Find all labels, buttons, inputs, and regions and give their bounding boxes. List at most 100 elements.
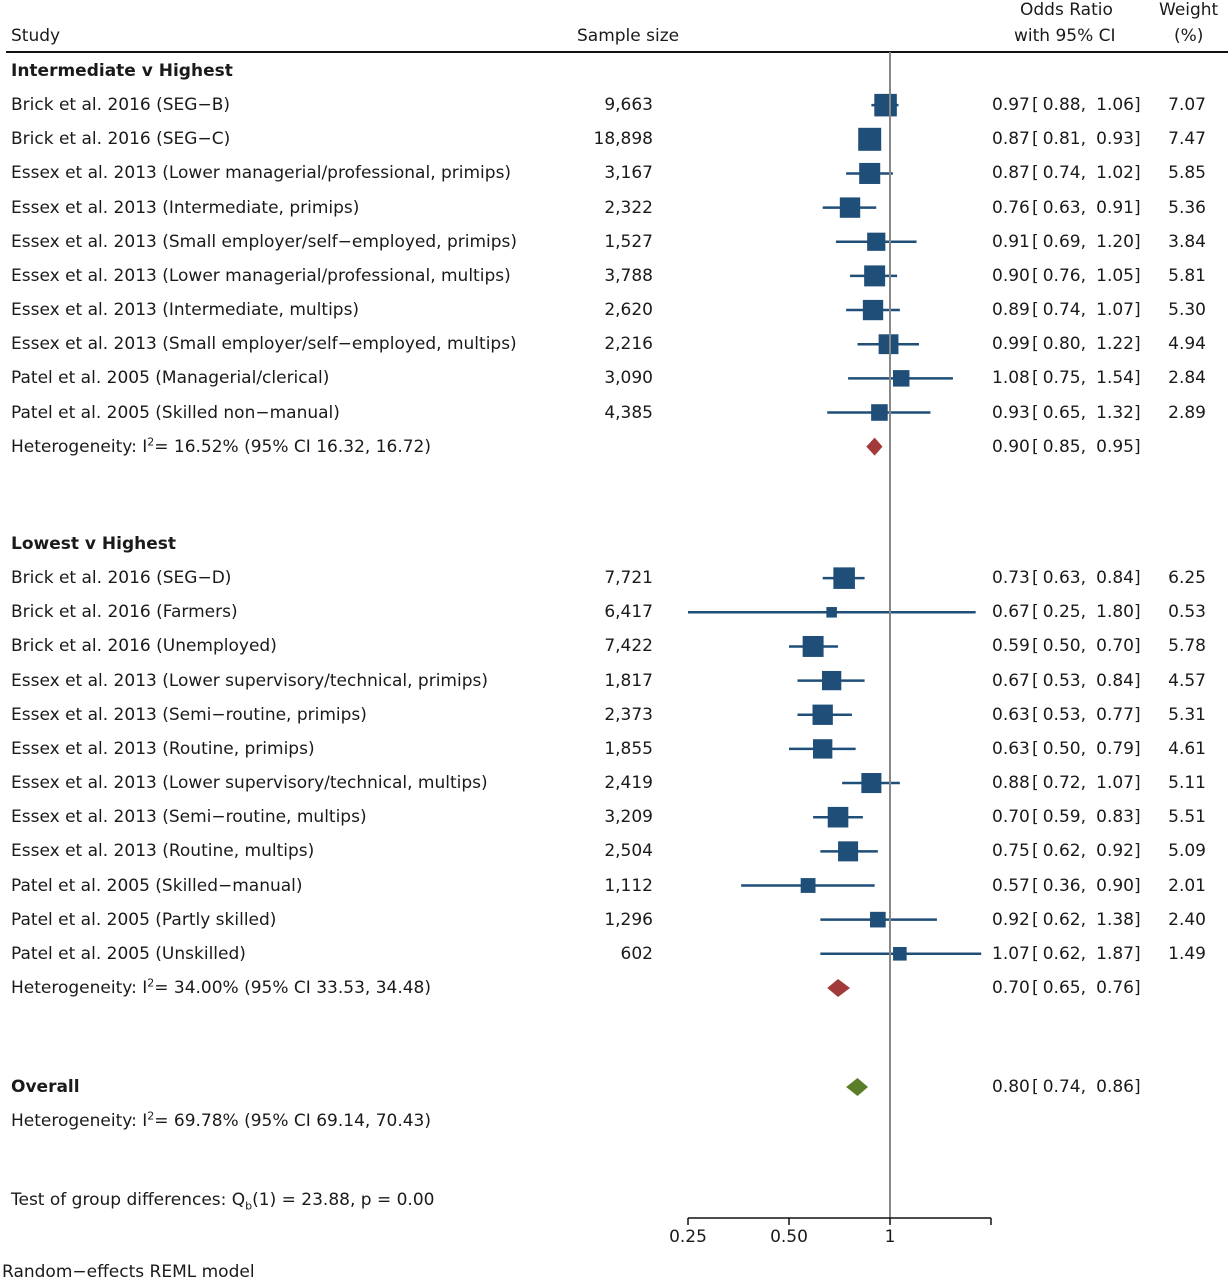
group-1-row-8-hi: 1.22 [1096,334,1134,355]
group-2-row-9-marker [838,841,859,862]
group-1-row-6-marker [864,265,886,287]
group-2-row-5-weight: 5.31 [1168,704,1206,725]
group-1-row-8-or: 0.99 [992,334,1030,355]
group-2-row-12-bracket-close: ] [1134,943,1141,964]
group-1-row-2-hi: 0.93 [1096,129,1134,150]
group-2-row-3-bracket-close: ] [1134,636,1141,657]
group-1-row-4-n: 2,322 [604,197,653,218]
group-1-row-5-lo: 0.69, [1042,231,1086,252]
group-1-row-3-or: 0.87 [992,163,1030,184]
header-weight: Weight [1159,0,1219,20]
group-1-row-3-marker [859,162,881,184]
group-1-row-5-hi: 1.20 [1096,231,1134,252]
group-2-row-12-lo: 0.62, [1042,943,1086,964]
group-2-row-8-marker [827,806,849,828]
group-1-row-1-marker [874,93,897,117]
group-2-row-1-n: 7,721 [604,568,653,589]
group-1-row-3-bracket-close: ] [1134,163,1141,184]
group-2-row-7-marker [861,773,882,794]
group-2-row-4-or: 0.67 [992,670,1030,691]
group-1-row-6-study: Essex et al. 2013 (Lower managerial/prof… [11,265,511,286]
group-1-row-3-lo: 0.74, [1042,163,1086,184]
group-2-heterogeneity: Heterogeneity: I2= 34.00% (95% CI 33.53,… [11,976,431,998]
group-2-row-11-study: Patel et al. 2005 (Partly skilled) [11,909,277,930]
group-1-row-2-bracket-open: [ [1032,129,1039,150]
group-1-row-6-bracket-close: ] [1134,265,1141,286]
group-1-row-7-lo: 0.74, [1042,300,1086,321]
header-weight-unit: (%) [1174,26,1204,46]
group-1-row-8-marker [878,334,899,355]
group-1-row-3-hi: 1.02 [1096,163,1134,184]
group-1-row-3-n: 3,167 [604,163,653,184]
group-1-row-4-marker [839,197,861,218]
group-1-row-10-bracket-open: [ [1032,402,1039,423]
group-2-row-9-hi: 0.92 [1096,841,1134,862]
group-2-row-6-bracket-close: ] [1134,738,1141,759]
group-1-row-10-weight: 2.89 [1168,402,1206,423]
group-1-row-8-study: Essex et al. 2013 (Small employer/self−e… [11,334,517,355]
group-1-row-2-bracket-close: ] [1134,129,1141,150]
group-2-row-5-marker [812,704,833,725]
group-1-row-10-lo: 0.65, [1042,402,1086,423]
group-1-pooled-bracket-close: ] [1134,436,1141,457]
group-1-row-7-bracket-close: ] [1134,300,1141,321]
group-2-row-6-weight: 4.61 [1168,738,1206,759]
header-with-ci: with 95% CI [1014,26,1116,46]
group-2-row-2-hi: 1.80 [1096,602,1134,623]
group-2-row-12-hi: 1.87 [1096,943,1134,964]
group-1-row-4-or: 0.76 [992,197,1030,218]
group-2-row-11-weight: 2.40 [1168,909,1206,930]
group-1-row-7-weight: 5.30 [1168,300,1206,321]
group-2-pooled-diamond [827,978,851,997]
group-1-row-1-weight: 7.07 [1168,95,1206,116]
group-2-row-6-hi: 0.79 [1096,738,1134,759]
group-2-row-10-hi: 0.90 [1096,875,1134,896]
group-2-row-6-n: 1,855 [604,738,653,759]
group-1-row-9-bracket-close: ] [1134,368,1141,389]
group-1-row-1-hi: 1.06 [1096,95,1134,116]
group-2-row-3-n: 7,422 [604,636,653,657]
x-tick-label-2: 0.50 [770,1227,808,1247]
group-2-row-7-n: 2,419 [604,773,653,794]
group-1-row-8-weight: 4.94 [1168,334,1206,355]
group-2-row-2-weight: 0.53 [1168,602,1206,623]
group-1-row-6-n: 3,788 [604,265,653,286]
header-sample-size: Sample size [577,26,680,46]
group-1-row-9-n: 3,090 [604,368,653,389]
group-2-row-11-lo: 0.62, [1042,909,1086,930]
group-1-row-8-n: 2,216 [604,334,653,355]
group-2-row-1-bracket-close: ] [1134,568,1141,589]
group-2-row-1-lo: 0.63, [1042,568,1086,589]
group-2-row-8-study: Essex et al. 2013 (Semi−routine, multips… [11,807,367,828]
group-1-row-7-n: 2,620 [604,300,653,321]
group-1-row-2-or: 0.87 [992,129,1030,150]
group-1-row-3-bracket-open: [ [1032,163,1039,184]
group-2-row-8-or: 0.70 [992,807,1030,828]
group-2-row-12-study: Patel et al. 2005 (Unskilled) [11,943,246,964]
group-1-pooled-diamond [866,437,883,456]
overall-label: Overall [11,1077,80,1097]
group-2-row-2-marker [826,607,837,618]
group-2-row-4-study: Essex et al. 2013 (Lower supervisory/tec… [11,670,488,691]
x-tick-label-3: 1 [884,1227,896,1247]
group-2-row-1-study: Brick et al. 2016 (SEG−D) [11,568,232,589]
group-1-label: Intermediate v Highest [11,61,233,81]
group-2-row-7-or: 0.88 [992,773,1030,794]
group-2-row-3-marker [802,635,824,657]
group-2-row-10-or: 0.57 [992,875,1030,896]
group-2-row-10-bracket-open: [ [1032,875,1039,896]
group-1-row-9-weight: 2.84 [1168,368,1206,389]
group-2-row-11-n: 1,296 [604,909,653,930]
group-2-row-9-weight: 5.09 [1168,841,1206,862]
group-1-row-10-or: 0.93 [992,402,1030,423]
group-2-row-10-lo: 0.36, [1042,875,1086,896]
group-1-row-9-lo: 0.75, [1042,368,1086,389]
header-rule [6,51,1228,53]
group-2-row-9-lo: 0.62, [1042,841,1086,862]
group-1-row-4-study: Essex et al. 2013 (Intermediate, primips… [11,197,360,218]
group-2-row-5-bracket-open: [ [1032,704,1039,725]
group-2-row-9-n: 2,504 [604,841,653,862]
group-1-pooled-bracket-open: [ [1032,436,1039,457]
group-2-row-4-lo: 0.53, [1042,670,1086,691]
